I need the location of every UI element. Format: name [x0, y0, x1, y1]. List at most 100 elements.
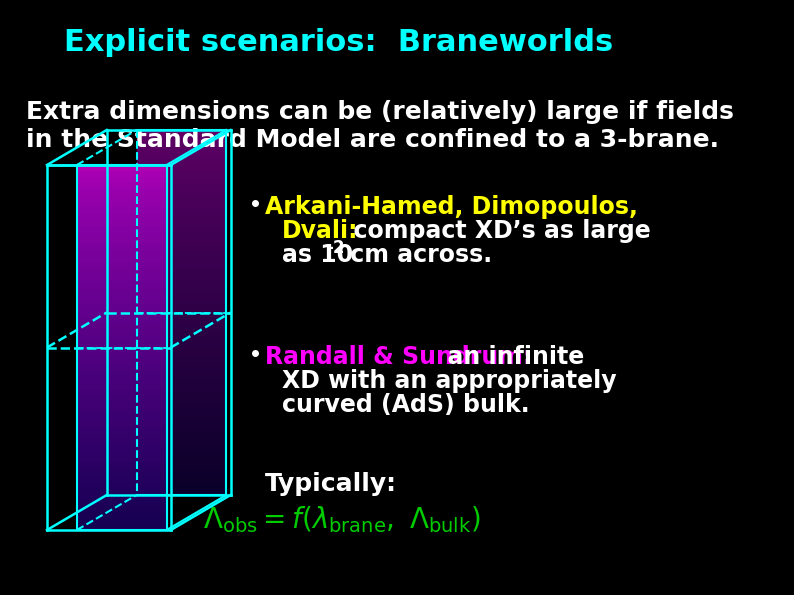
Bar [77, 414, 167, 421]
Text: -2: -2 [326, 239, 345, 257]
Text: Extra dimensions can be (relatively) large if fields
in the Standard Model are c: Extra dimensions can be (relatively) lar… [25, 100, 734, 152]
Bar [137, 142, 226, 148]
Bar [137, 386, 226, 392]
Text: $\Lambda_{\mathrm{obs}} = f(\lambda_{\mathrm{brane}},\ \Lambda_{\mathrm{bulk}})$: $\Lambda_{\mathrm{obs}} = f(\lambda_{\ma… [202, 505, 480, 536]
Bar [137, 282, 226, 288]
Bar [137, 306, 226, 312]
Bar [137, 191, 226, 197]
Bar [77, 274, 167, 281]
Bar [137, 197, 226, 203]
Bar [137, 295, 226, 300]
Bar [77, 268, 167, 274]
Text: cm across.: cm across. [341, 243, 491, 267]
Bar [77, 208, 167, 214]
Bar [77, 256, 167, 262]
Bar [137, 221, 226, 227]
Bar [137, 416, 226, 422]
Bar [77, 183, 167, 189]
Bar [77, 506, 167, 512]
Bar [77, 323, 167, 329]
Text: compact XD’s as large: compact XD’s as large [337, 219, 651, 243]
Bar [77, 372, 167, 378]
Bar [137, 446, 226, 452]
Bar [77, 262, 167, 268]
Text: an infinite: an infinite [431, 345, 584, 369]
Bar [137, 471, 226, 477]
Bar [137, 178, 226, 185]
Bar [137, 154, 226, 161]
Bar [137, 465, 226, 471]
Bar [77, 500, 167, 506]
Bar [137, 434, 226, 440]
Bar [77, 226, 167, 232]
Bar [77, 481, 167, 487]
Bar [137, 258, 226, 264]
Bar [77, 311, 167, 317]
Bar [137, 397, 226, 404]
Text: as 10: as 10 [282, 243, 353, 267]
Bar [137, 459, 226, 465]
Bar [137, 337, 226, 343]
Bar [137, 264, 226, 270]
Bar [137, 288, 226, 295]
Bar [137, 489, 226, 495]
Bar [137, 349, 226, 355]
Bar [137, 130, 226, 136]
Bar [77, 451, 167, 457]
Bar [77, 475, 167, 481]
Bar [137, 240, 226, 246]
Bar [137, 355, 226, 361]
Bar [77, 189, 167, 195]
Bar [137, 173, 226, 178]
Bar [77, 463, 167, 469]
Bar [77, 487, 167, 493]
Bar [77, 524, 167, 530]
Bar [137, 325, 226, 331]
Bar [77, 250, 167, 256]
Bar [77, 299, 167, 305]
Bar [77, 281, 167, 287]
Bar [77, 439, 167, 445]
Bar [77, 493, 167, 500]
Bar [137, 276, 226, 282]
Text: curved (AdS) bulk.: curved (AdS) bulk. [282, 393, 530, 417]
Bar [137, 136, 226, 142]
Bar [77, 336, 167, 342]
Bar [77, 171, 167, 177]
Bar [137, 161, 226, 167]
Bar [137, 452, 226, 459]
Bar [137, 331, 226, 337]
Bar [137, 252, 226, 258]
Bar [77, 195, 167, 202]
Bar [77, 402, 167, 408]
Bar [137, 367, 226, 373]
Bar [77, 244, 167, 250]
Bar [137, 373, 226, 380]
Bar [137, 440, 226, 446]
Bar [137, 361, 226, 367]
Bar [77, 238, 167, 244]
Bar [77, 427, 167, 433]
Bar [77, 445, 167, 451]
Bar [137, 233, 226, 240]
Bar [77, 378, 167, 384]
Bar [137, 343, 226, 349]
Bar [137, 167, 226, 173]
Bar [77, 396, 167, 402]
Bar [137, 312, 226, 318]
Bar [77, 347, 167, 353]
Text: Randall & Sundrum:: Randall & Sundrum: [264, 345, 532, 369]
Bar [137, 318, 226, 325]
Bar [137, 380, 226, 386]
Text: Explicit scenarios:  Braneworlds: Explicit scenarios: Braneworlds [64, 27, 614, 57]
Bar [77, 342, 167, 347]
Bar [77, 408, 167, 414]
Bar [137, 227, 226, 233]
Text: Arkani-Hamed, Dimopoulos,: Arkani-Hamed, Dimopoulos, [264, 195, 638, 219]
Bar [137, 185, 226, 191]
Bar [77, 232, 167, 238]
Bar [77, 220, 167, 226]
Bar [137, 392, 226, 397]
Bar [77, 202, 167, 208]
Bar [137, 246, 226, 252]
